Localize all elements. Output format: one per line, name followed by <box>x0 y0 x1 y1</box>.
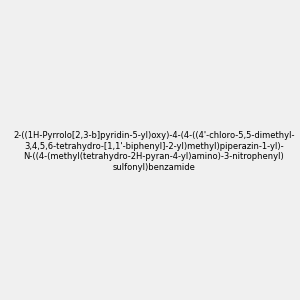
Text: 2-((1H-Pyrrolo[2,3-b]pyridin-5-yl)oxy)-4-(4-((4'-chloro-5,5-dimethyl-
3,4,5,6-te: 2-((1H-Pyrrolo[2,3-b]pyridin-5-yl)oxy)-4… <box>13 131 295 172</box>
